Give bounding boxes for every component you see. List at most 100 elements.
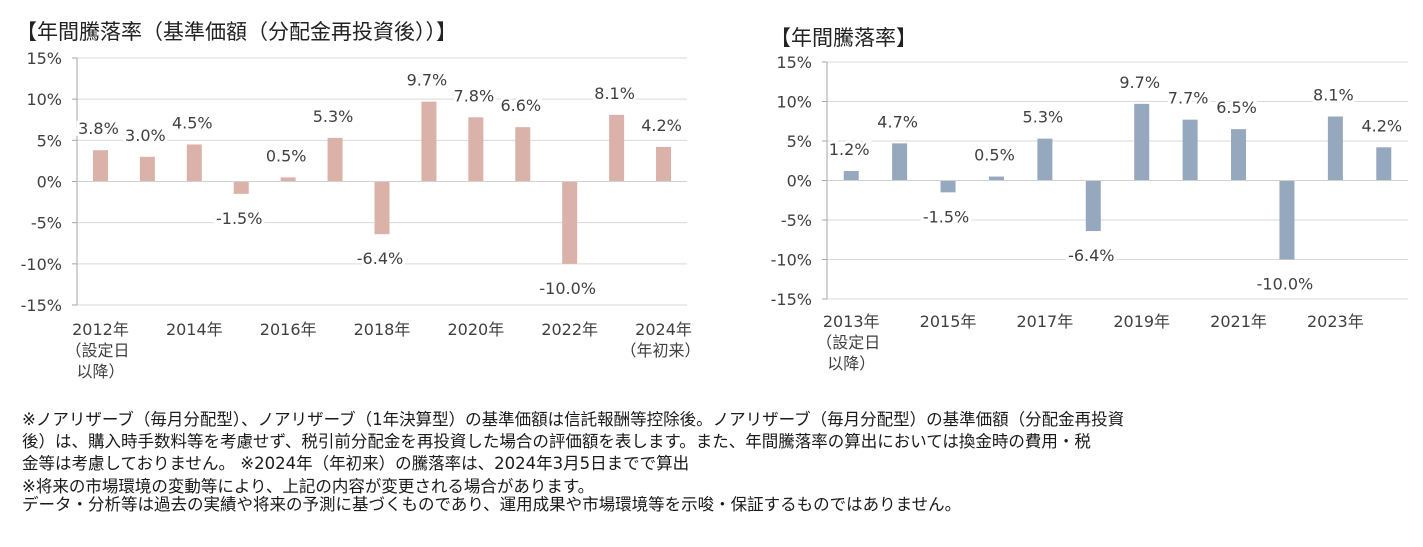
x-tick-label-line: 2015年 xyxy=(920,312,977,331)
left-bar xyxy=(562,181,578,264)
x-tick-label-line: 2019年 xyxy=(1113,312,1170,331)
left-data-label: -6.4% xyxy=(357,249,403,268)
left-data-label: 3.8% xyxy=(78,119,119,138)
right-bar xyxy=(1037,138,1053,181)
left-x-tick-label: 2018年 xyxy=(354,320,411,339)
footnote-line-4: ※将来の市場環境の変動等により、上記の内容が変更される場合があります。 xyxy=(22,477,595,496)
right-x-tick-label: 2017年 xyxy=(1017,312,1074,331)
right-bar xyxy=(1376,147,1392,181)
left-bar xyxy=(280,177,296,182)
right-data-label: 6.5% xyxy=(1216,98,1257,117)
x-tick-label-line: （設定日 xyxy=(816,333,880,352)
right-bar xyxy=(1182,119,1198,181)
left-bar xyxy=(656,146,672,182)
left-bar xyxy=(515,127,531,182)
left-bar xyxy=(374,181,390,235)
right-x-tick-label: 2013年 （設定日以降） xyxy=(816,312,880,373)
left-bar-chart: 15% 10% 5% 0% -5% -10% -15% 3.8% 3.0% 4.5% -1.5% 0.… xyxy=(21,49,701,381)
x-tick-label-line: 以降） xyxy=(827,354,875,373)
right-x-tick-label: 2015年 xyxy=(920,312,977,331)
right-bar xyxy=(1279,180,1295,260)
x-tick-label-line: 2016年 xyxy=(260,320,317,339)
right-data-label: 8.1% xyxy=(1313,86,1354,105)
right-data-label: 4.7% xyxy=(877,112,918,131)
x-tick-label-line: 2020年 xyxy=(447,320,504,339)
right-bar xyxy=(988,176,1004,181)
left-chart-title: 【年間騰落率（基準価額（分配金再投資後））】 xyxy=(16,20,457,44)
footnote-line-5: データ・分析等は過去の実績や将来の予測に基づくものであり、運用成果や市場環境等を… xyxy=(22,495,962,514)
right-data-label: 9.7% xyxy=(1119,73,1160,92)
left-y-tick-label: 10% xyxy=(26,90,62,109)
right-bar xyxy=(843,171,859,181)
right-data-label: 7.7% xyxy=(1168,89,1209,108)
right-y-tick-label: -5% xyxy=(781,211,812,230)
left-data-label: 6.6% xyxy=(500,96,541,115)
x-tick-label-line: 2017年 xyxy=(1017,312,1074,331)
left-data-label: 4.5% xyxy=(172,113,213,132)
left-data-label: -10.0% xyxy=(539,279,596,298)
right-bar xyxy=(892,143,908,181)
right-x-tick-label: 2023年 xyxy=(1307,312,1364,331)
left-x-tick-label: 2024年 （年初来） xyxy=(621,320,701,360)
left-y-tick-label: 0% xyxy=(37,173,62,192)
right-bar xyxy=(1327,116,1343,181)
left-x-tick-label: 2022年 xyxy=(541,320,598,339)
right-data-label: 5.3% xyxy=(1023,108,1064,127)
right-data-label: -10.0% xyxy=(1257,275,1314,294)
left-bar xyxy=(468,117,484,182)
right-x-tick-label: 2021年 xyxy=(1210,312,1267,331)
left-bar xyxy=(609,114,625,182)
x-tick-label-line: 2023年 xyxy=(1307,312,1364,331)
left-data-label: 8.1% xyxy=(594,84,635,103)
left-y-tick-label: -5% xyxy=(31,214,62,233)
right-y-tick-label: -10% xyxy=(771,251,812,270)
right-y-tick-label: -15% xyxy=(771,290,812,309)
left-data-label: 7.8% xyxy=(454,86,495,105)
right-bar-chart: 15% 10% 5% 0% -5% -10% -15% 1.2% 4.7% -1.5% 0.5% 5.… xyxy=(771,53,1408,373)
right-bar xyxy=(1085,180,1101,232)
x-tick-label-line: 2013年 xyxy=(823,312,880,331)
x-tick-label-line: （設定日 xyxy=(65,341,129,360)
left-data-label: -1.5% xyxy=(216,209,262,228)
left-x-tick-label: 2020年 xyxy=(447,320,504,339)
left-x-tick-label: 2014年 xyxy=(166,320,223,339)
right-bar xyxy=(1231,129,1247,181)
left-bar xyxy=(327,137,343,182)
x-tick-label-line: 2018年 xyxy=(354,320,411,339)
right-y-tick-label: 5% xyxy=(787,132,812,151)
right-chart-title: 【年間騰落率】 xyxy=(770,26,917,50)
left-data-label: 3.0% xyxy=(125,126,166,145)
right-data-label: -1.5% xyxy=(923,207,969,226)
right-y-tick-label: 10% xyxy=(776,93,812,112)
right-data-label: 4.2% xyxy=(1361,116,1402,135)
left-y-tick-label: 5% xyxy=(37,131,62,150)
left-data-label: 0.5% xyxy=(266,146,307,165)
x-tick-label-line: 2022年 xyxy=(541,320,598,339)
right-y-tick-label: 0% xyxy=(787,172,812,191)
right-data-label: 1.2% xyxy=(829,140,870,159)
right-bar xyxy=(1134,103,1150,181)
left-y-tick-label: -15% xyxy=(21,296,62,315)
left-y-tick-label: -10% xyxy=(21,255,62,274)
left-bar xyxy=(92,150,108,182)
footnote-line-1: ※ノアリザーブ（毎月分配型）、ノアリザーブ（1年決算型）の基準価額は信託報酬等控… xyxy=(22,410,1125,429)
x-tick-label-line: 以降） xyxy=(76,362,124,381)
left-data-label: 4.2% xyxy=(641,116,682,135)
footnote-line-2: 後）は、購入時手数料等を考慮せず、税引前分配金を再投資した場合の評価額を表します… xyxy=(22,432,1091,451)
right-data-label: -6.4% xyxy=(1068,246,1114,265)
left-bar xyxy=(139,156,155,182)
x-tick-label-line: 2021年 xyxy=(1210,312,1267,331)
left-bar xyxy=(186,144,202,182)
left-bar xyxy=(233,181,249,194)
footnote-line-3: 金等は考慮しておりません。 ※2024年（年初来）の騰落率は、2024年3月5日… xyxy=(22,454,690,473)
x-tick-label-line: 2024年 xyxy=(635,320,692,339)
right-x-tick-label: 2019年 xyxy=(1113,312,1170,331)
left-x-tick-label: 2012年 （設定日以降） xyxy=(65,320,129,381)
left-bar xyxy=(421,101,437,182)
x-tick-label-line: 2012年 xyxy=(72,320,129,339)
x-tick-label-line: 2014年 xyxy=(166,320,223,339)
right-data-label: 0.5% xyxy=(974,146,1015,165)
footnotes: ※ノアリザーブ（毎月分配型）、ノアリザーブ（1年決算型）の基準価額は信託報酬等控… xyxy=(22,409,1412,514)
right-bar xyxy=(940,180,956,193)
right-y-tick-label: 15% xyxy=(776,53,812,72)
